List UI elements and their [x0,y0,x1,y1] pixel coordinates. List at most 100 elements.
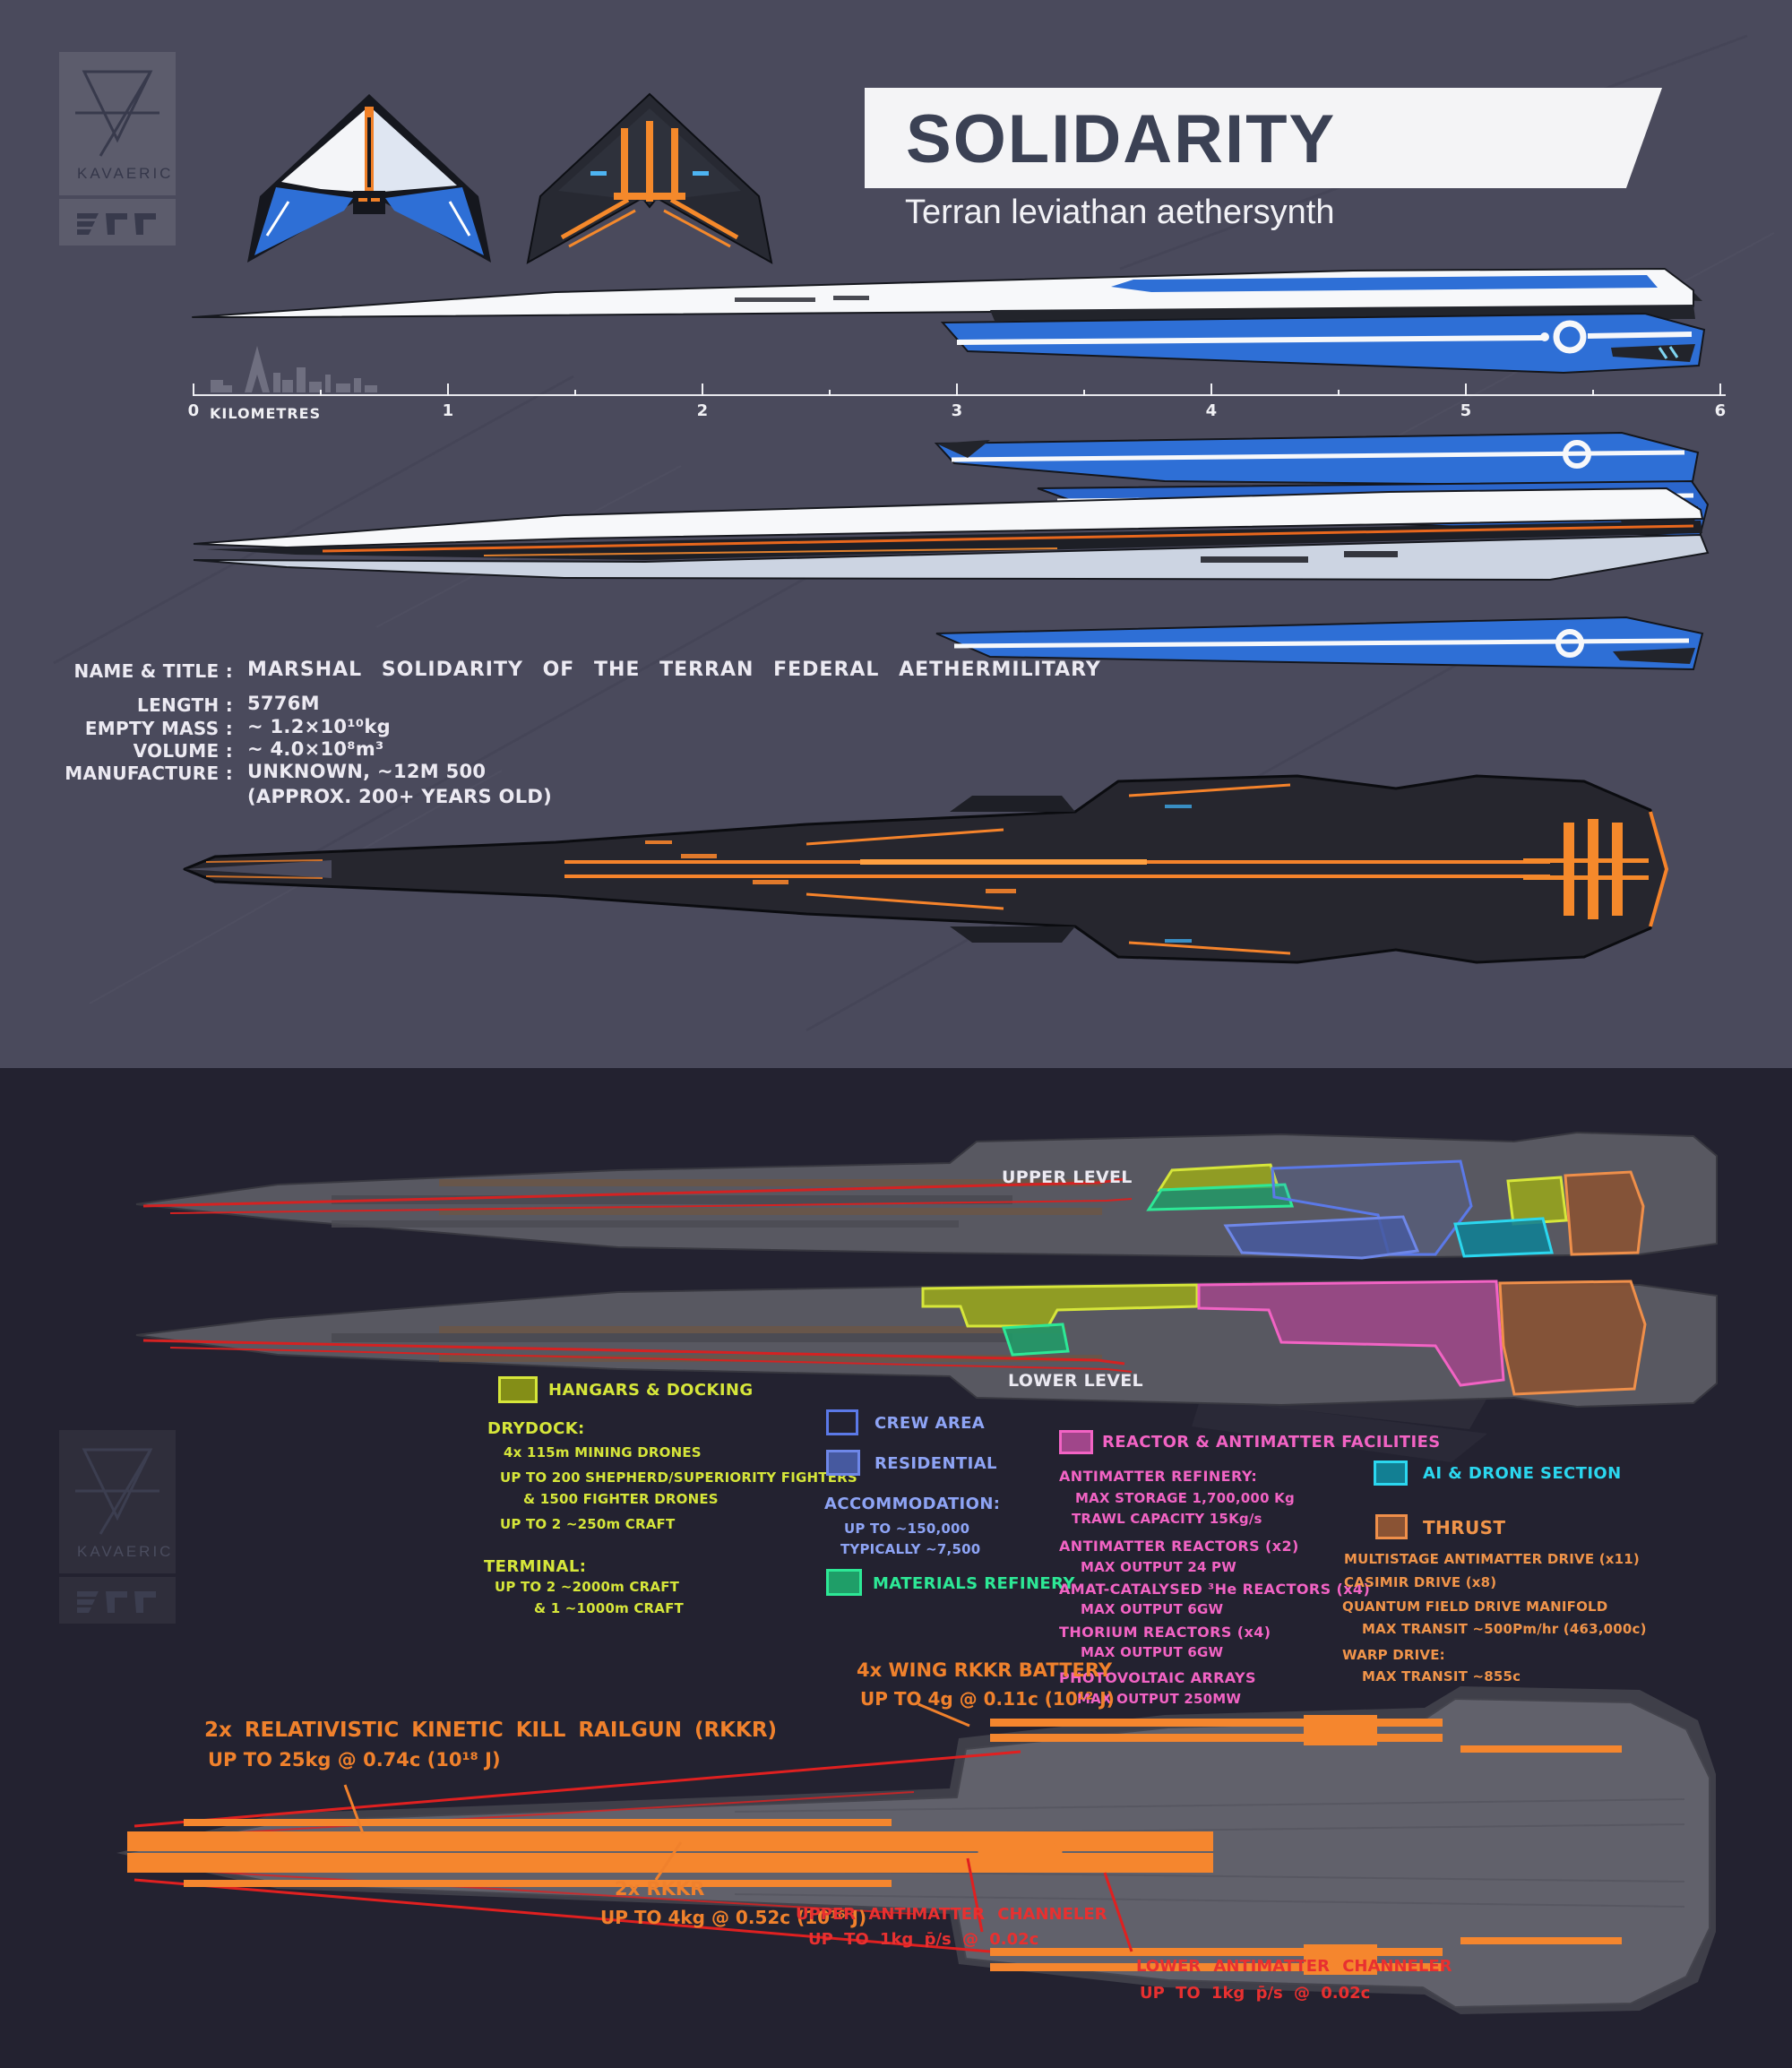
reactor-group-title: THORIUM REACTORS (x4) [1059,1624,1271,1641]
thrust-swatch [1375,1514,1408,1539]
residential-swatch [826,1450,860,1476]
scale-tick-1: 1 [442,401,454,420]
artist-name: KAVAERIC [77,165,174,182]
reactor-title: REACTOR & ANTIMATTER FACILITIES [1102,1433,1441,1452]
drydock-line: UP TO 200 SHEPHERD/SUPERIORITY FIGHTERS [500,1469,857,1486]
scale-ticks [193,383,1721,396]
lower-channeler-spec: UP TO 1kg p̄/s @ 0.02c [1140,1984,1371,2003]
terminal-line: & 1 ~1000m CRAFT [534,1600,684,1616]
scale-tick-3: 3 [951,401,963,420]
spec-label-manufacture: MANUFACTURE : [65,763,233,784]
scale-tick-4: 4 [1205,401,1218,420]
spec-value-manufacture: UNKNOWN, ~12M 500 [247,761,487,782]
spec-name-value: MARSHAL SOLIDARITY OF THE TERRAN FEDERAL… [247,659,1101,681]
title-plate: SOLIDARITY [865,88,1662,188]
scale-line [193,394,1726,396]
scale-tick-5: 5 [1460,401,1472,420]
ship-class-subtitle: Terran leviathan aethersynth [905,194,1335,231]
drydock-line: & 1500 FIGHTER DRONES [523,1491,719,1507]
thrust-line: MAX TRANSIT ~500Pm/hr (463,000c) [1362,1621,1647,1637]
rkkr-weapon-bars [127,1715,1622,1975]
thrust-line: MULTISTAGE ANTIMATTER DRIVE (x11) [1344,1551,1640,1567]
accommodation-line: UP TO ~150,000 [844,1521,970,1537]
reactor-group-output: MAX OUTPUT 24 PW [1081,1559,1236,1575]
lower-level-label: LOWER LEVEL [1008,1371,1143,1391]
reactor-swatch [1059,1430,1093,1454]
crew-area-swatch [826,1409,858,1435]
accommodation-line: TYPICALLY ~7,500 [840,1541,981,1557]
spec-value-volume: ~ 4.0×10⁸m³ [247,738,384,760]
ai-drone-title: AI & DRONE SECTION [1423,1464,1622,1483]
thrust-line: CASIMIR DRIVE (x8) [1344,1574,1497,1590]
thrust-title: THRUST [1423,1517,1506,1538]
refinery-line: MAX STORAGE 1,700,000 Kg [1075,1490,1295,1506]
weapons-diagram [116,1686,1716,2014]
logo-glyphs-icon [77,1591,156,1613]
materials-title: MATERIALS REFINERY [873,1574,1075,1593]
main-railgun-name: 2x RELATIVISTIC KINETIC KILL RAILGUN (RK… [204,1719,778,1742]
refinery-line: TRAWL CAPACITY 15Kg/s [1072,1511,1262,1527]
accommodation-title: ACCOMMODATION: [824,1495,1001,1513]
wing-battery-spec: UP TO 4g @ 0.11c (10¹² J) [860,1688,1115,1710]
front-view-dark [526,92,773,264]
triangle-sigil-icon [75,70,159,157]
zone-thrust-upper [1564,1170,1645,1256]
front-view-light [247,94,491,263]
ai-drone-swatch [1374,1461,1408,1486]
scale-unit-label: KILOMETRES [210,405,322,422]
zone-reactor-antimatter [1197,1280,1505,1387]
refinery-title: ANTIMATTER REFINERY: [1059,1468,1258,1485]
upper-channeler-spec: UP TO 1kg p̄/s @ 0.02c [808,1930,1039,1949]
upper-channeler-name: UPPER ANTIMATTER CHANNELER [796,1905,1107,1924]
zone-ai-drone [1453,1217,1554,1258]
zone-residential [1223,1215,1420,1260]
zone-crew-area [1271,1159,1473,1256]
secondary-railgun-name: 2x RKKR [615,1878,705,1900]
logo-glyphs-icon [77,213,156,235]
side-profile-view [192,268,1706,375]
zone-thrust-lower [1498,1280,1647,1396]
reactor-group-output: MAX OUTPUT 250MW [1077,1691,1242,1707]
thrust-line: MAX TRANSIT ~855c [1362,1668,1521,1685]
scale-tick-2: 2 [696,401,709,420]
logo-panel [59,52,176,195]
wing-battery-name: 4x WING RKKR BATTERY [857,1659,1113,1681]
scale-tick-6: 6 [1714,401,1727,420]
zone-materials-lower [1001,1323,1070,1357]
logo-panel [59,1430,176,1573]
artist-name: KAVAERIC [77,1543,174,1560]
reactor-group-output: MAX OUTPUT 6GW [1081,1601,1224,1617]
top-down-view-dark [183,774,1669,964]
reactor-group-output: MAX OUTPUT 6GW [1081,1644,1224,1660]
thrust-line: WARP DRIVE: [1342,1647,1445,1663]
materials-swatch [826,1569,862,1596]
spec-value-length: 5776M [247,693,320,714]
reactor-group-title: AMAT-CATALYSED ³He REACTORS (x4) [1059,1581,1371,1598]
deck-plan-cutaway [135,1131,1718,1409]
lower-channeler-name: LOWER ANTIMATTER CHANNELER [1136,1957,1452,1976]
hangars-title: HANGARS & DOCKING [548,1381,754,1400]
spec-value-mass: ~ 1.2×10¹⁰kg [247,716,391,737]
reactor-group-title: ANTIMATTER REACTORS (x2) [1059,1538,1299,1555]
residential-title: RESIDENTIAL [874,1454,997,1473]
spec-label-length: LENGTH : [137,694,233,716]
crew-area-title: CREW AREA [874,1414,986,1433]
spec-label-volume: VOLUME : [133,740,233,762]
spec-name-label: NAME & TITLE : [73,660,233,682]
zone-materials-upper [1146,1183,1295,1211]
stacked-profile-view [193,431,1710,671]
zone-hangars-upper-right [1506,1176,1568,1226]
terminal-line: UP TO 2 ~2000m CRAFT [495,1579,680,1595]
drydock-line: UP TO 2 ~250m CRAFT [500,1516,676,1532]
drydock-title: DRYDOCK: [487,1419,585,1438]
main-railgun-spec: UP TO 25kg @ 0.74c (10¹⁸ J) [208,1749,501,1771]
scale-tick-0: 0 [187,401,200,420]
hangars-swatch [498,1376,538,1403]
drydock-line: 4x 115m MINING DRONES [504,1444,702,1461]
ship-name-title: SOLIDARITY [906,101,1337,177]
spec-label-mass: EMPTY MASS : [84,718,233,739]
secondary-railgun-spec: UP TO 4kg @ 0.52c (10¹⁶ J) [600,1907,867,1928]
terminal-title: TERMINAL: [484,1557,587,1576]
reactor-group-title: PHOTOVOLTAIC ARRAYS [1059,1669,1256,1686]
